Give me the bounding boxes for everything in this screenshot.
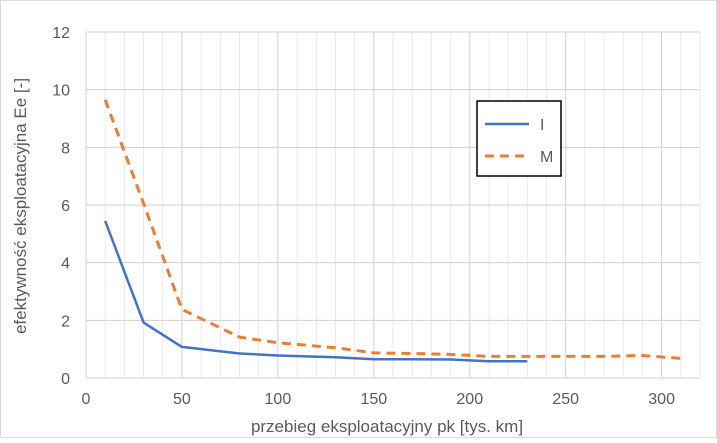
y-tick-label: 0 (61, 371, 70, 388)
x-tick-label: 250 (552, 391, 579, 408)
y-tick-label: 8 (61, 140, 70, 157)
grid (85, 31, 701, 379)
legend: IM (476, 100, 562, 177)
series-layer (103, 99, 681, 363)
y-tick-label: 12 (52, 25, 70, 42)
x-axis-label: przebieg eksploatacyjny pk [tys. km] (251, 417, 523, 436)
series-line-m (103, 99, 681, 360)
tick-labels: 0 50 100 150 200 250 300 0 2 4 6 8 10 12 (52, 25, 675, 408)
series-line-i (104, 220, 528, 363)
x-tick-label: 50 (173, 391, 191, 408)
y-tick-label: 6 (61, 198, 70, 215)
x-tick-label: 150 (360, 391, 387, 408)
x-tick-label: 200 (456, 391, 483, 408)
y-tick-label: 10 (52, 83, 70, 100)
x-tick-label: 0 (82, 391, 91, 408)
legend-label-i: I (540, 117, 544, 134)
y-tick-label: 2 (61, 313, 70, 330)
y-axis-label: efektywność eksploatacyjna Ee [-] (11, 78, 30, 334)
x-tick-label: 100 (265, 391, 292, 408)
legend-box (476, 100, 562, 177)
y-tick-label: 4 (61, 256, 70, 273)
x-tick-label: 300 (648, 391, 675, 408)
legend-label-m: M (540, 149, 553, 166)
